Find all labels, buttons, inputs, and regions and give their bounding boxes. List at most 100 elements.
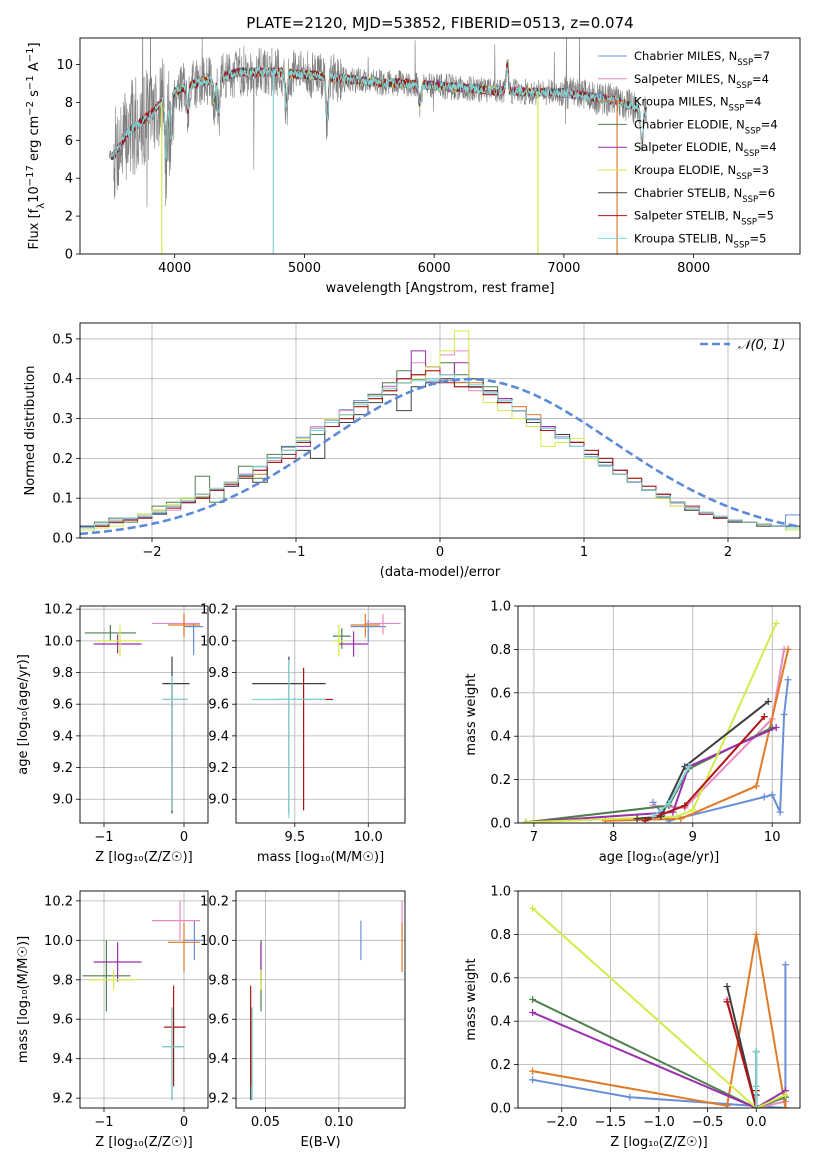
x-tick-label: −2.0 (546, 1115, 578, 1130)
legend-label: Chabrier STELIB, NSSP=6 (634, 186, 775, 205)
weight-line (525, 726, 773, 823)
y-tick-label: 6 (65, 134, 73, 149)
y-tick-label: 0.6 (490, 686, 511, 701)
legend-label-sub: SSP (736, 81, 752, 91)
y-tick-label: 0.0 (52, 532, 73, 547)
y-tick-label: 4 (65, 172, 73, 187)
weight-line (525, 622, 778, 823)
weight-marker (760, 793, 768, 801)
weight-marker (677, 815, 685, 823)
legend-label-sub: SSP (744, 149, 760, 159)
weight-marker (681, 802, 689, 810)
spectrum-panel: 4000 5000 6000 7000 8000 0 2 4 6 8 10 wavelength [A… (25, 37, 801, 296)
x-tick-label: 5000 (288, 261, 321, 276)
weight-marker (649, 812, 657, 820)
weight-lines (529, 904, 789, 1108)
y-axis-label: mass [log₁₀(M/M☉)] (16, 936, 31, 1063)
axes-frame (79, 605, 209, 824)
weight-marker (781, 961, 789, 969)
x-tick-label: 9 (689, 830, 697, 845)
weight-marker (752, 930, 760, 938)
weight-marker (752, 782, 760, 790)
weight-vs-z-panel: −2.0 −1.5 −1.0 −0.5 0.0 0.0 0.2 0.4 0.6 0.8 1.0 Z [… (464, 885, 801, 1150)
y-tick-label: 9.2 (208, 761, 229, 776)
legend-label: Kroupa ELODIE, NSSP=3 (634, 163, 769, 182)
errorbar-chabrier-stelib (162, 656, 190, 814)
legend-label-base: Chabrier ELODIE, N (634, 117, 745, 131)
x-tick-label: −1 (94, 830, 113, 845)
weight-marker (529, 904, 537, 912)
x-axis-label: wavelength [Angstrom, rest frame] (326, 281, 555, 296)
y-tick-label: 9.6 (208, 1013, 229, 1028)
y-tick-label: 9.4 (208, 1052, 229, 1067)
errorbar-points (82, 900, 204, 1101)
weight-line (532, 998, 786, 1108)
weight-marker (723, 1102, 731, 1108)
legend-label-base: Kroupa ELODIE, N (634, 163, 736, 177)
x-tick-label: 10.0 (354, 830, 383, 845)
legend-label-value: =3 (752, 163, 769, 177)
axes-frame (517, 890, 801, 1109)
weight-marker (752, 1048, 760, 1056)
weight-line (532, 1011, 786, 1108)
legend-label: Kroupa STELIB, NSSP=5 (634, 231, 766, 250)
y-label-part: −2 (25, 101, 36, 116)
y-tick-label: 10.0 (44, 634, 73, 649)
y-axis-label: mass weight (464, 958, 479, 1040)
y-tick-label: 0.8 (490, 928, 511, 943)
errorbar-kroupa-stelib (252, 659, 326, 819)
x-tick-label: 8 (609, 830, 617, 845)
y-tick-label: 0.4 (490, 1015, 511, 1030)
normal-curve-line (80, 377, 800, 536)
axes-frame (235, 605, 406, 824)
normal-legend-label: 𝒩(0, 1) (738, 338, 785, 353)
errorbar-salpeter-miles (152, 613, 200, 635)
y-label-part: Flux [f (27, 208, 42, 249)
y-tick-label: 0.0 (490, 1102, 511, 1117)
errorbar-salpeter-miles (152, 900, 200, 941)
y-tick-label: 0.4 (490, 730, 511, 745)
weight-marker (781, 1104, 789, 1108)
errorbar-chabrier-elodie (82, 940, 131, 1012)
model-fit-line-kroupa-stelib (109, 66, 648, 160)
weight-marker (784, 645, 792, 653)
x-tick-label: 0.10 (324, 1115, 353, 1130)
x-tick-label: 7000 (547, 261, 580, 276)
x-tick-label: 8000 (677, 261, 710, 276)
legend-label-sub: SSP (736, 172, 752, 182)
legend-label-value: =7 (753, 49, 770, 63)
y-tick-label: 10.2 (44, 894, 73, 909)
weight-line (532, 964, 787, 1108)
y-label-part: −1 (25, 75, 36, 90)
y-axis-label: age [log₁₀(age/yr)] (16, 654, 31, 775)
x-axis-label: mass [log₁₀(M/M☉)] (257, 850, 384, 865)
errorbar-points (252, 613, 401, 819)
weight-marker (784, 676, 792, 684)
x-tick-label: 0 (180, 830, 188, 845)
errorbar-kroupa-miles (168, 922, 200, 972)
y-tick-label: 9.2 (52, 1092, 73, 1107)
x-tick-label: 4000 (158, 261, 191, 276)
y-tick-label: 8 (65, 96, 73, 111)
weight-marker (772, 724, 780, 732)
weight-marker (723, 982, 731, 990)
x-tick-label: −2 (142, 545, 161, 560)
weight-marker (529, 996, 537, 1003)
x-axis-label: E(B-V) (300, 1135, 340, 1150)
weight-series-kroupa-stelib (649, 763, 693, 820)
axes-frame (79, 890, 209, 1109)
y-tick-label: 10.2 (200, 603, 229, 618)
legend-label: Chabrier MILES, NSSP=7 (634, 49, 770, 68)
legend-label-value: =6 (758, 186, 775, 200)
y-tick-label: 9.0 (52, 793, 73, 808)
x-tick-label: 0 (436, 545, 444, 560)
legend-label-base: Kroupa MILES, N (634, 95, 729, 109)
y-tick-label: 0.4 (52, 372, 73, 387)
errorbar-chabrier-miles (184, 920, 204, 961)
legend-label-sub: SSP (745, 126, 761, 136)
weight-marker (764, 697, 772, 705)
errorbar-kroupa-miles (350, 613, 381, 638)
legend-label-value: =4 (760, 140, 777, 154)
axes-frame (79, 37, 801, 255)
y-tick-label: 1.0 (490, 600, 511, 615)
